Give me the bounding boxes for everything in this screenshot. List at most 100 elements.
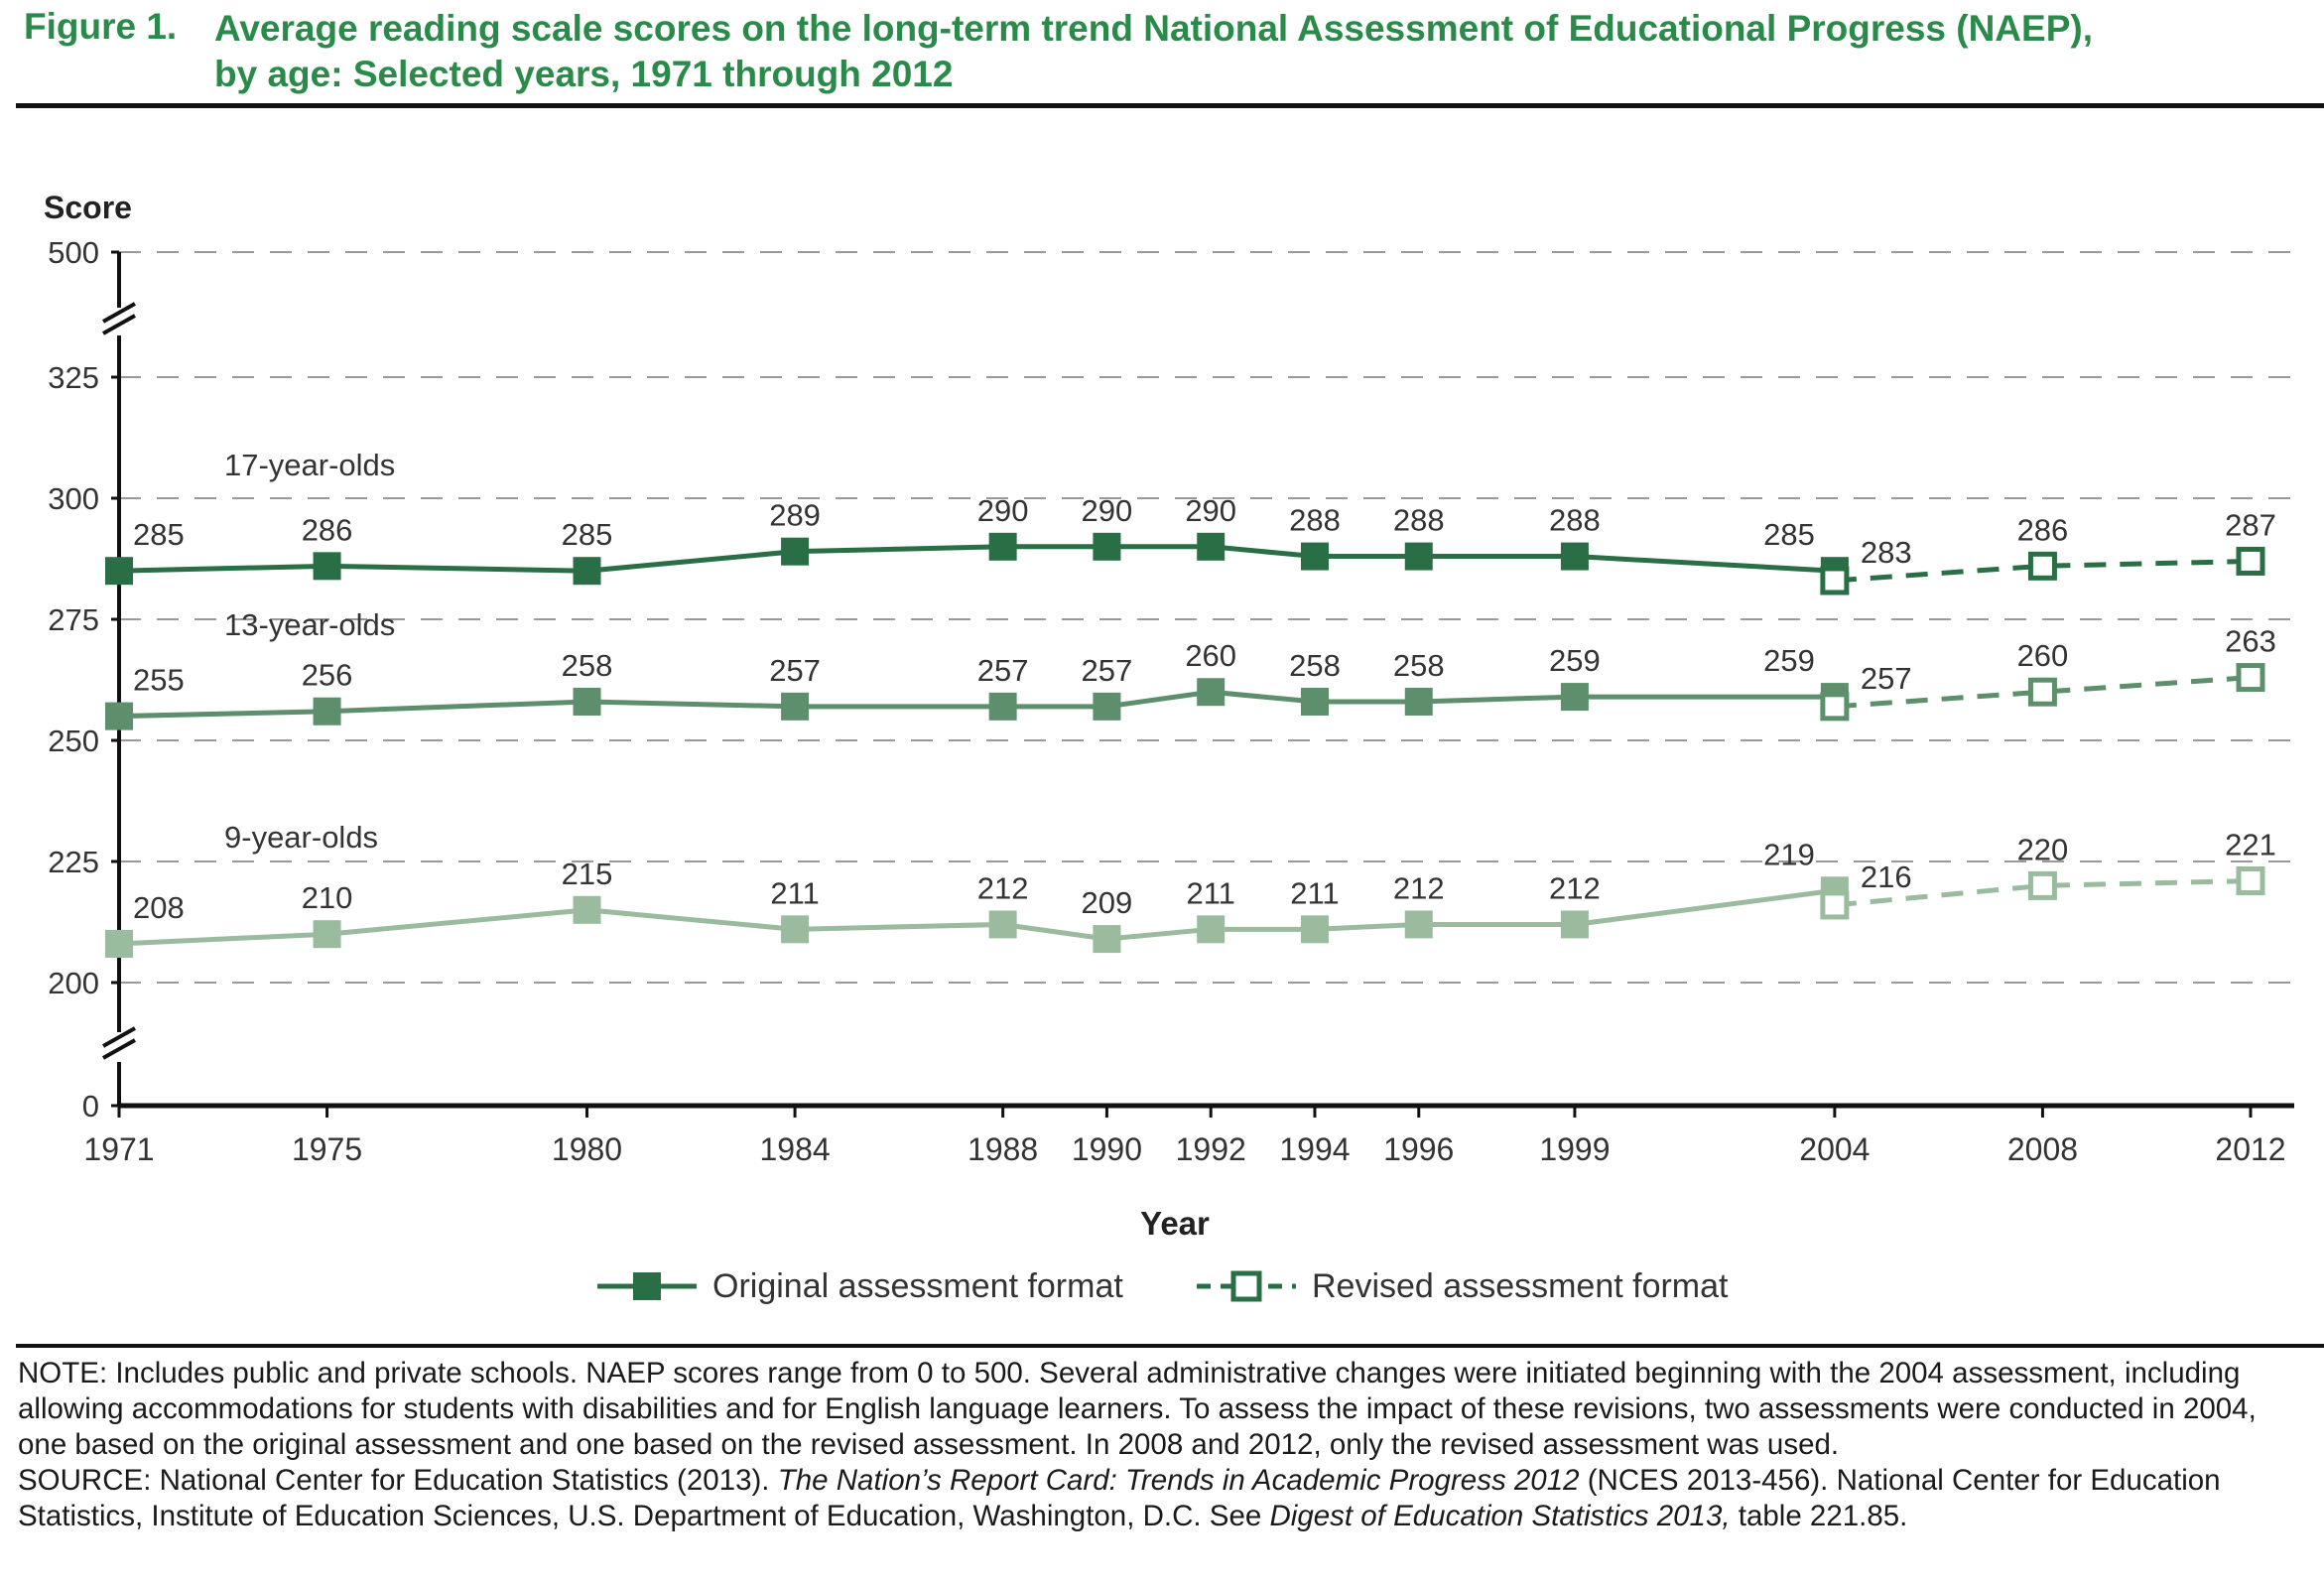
legend-marker-revised [1197,1270,1296,1302]
data-point-revised [2236,663,2265,693]
y-tick-label: 200 [48,966,99,1000]
data-label-original: 257 [1082,653,1133,688]
y-tick-label: 0 [82,1089,99,1123]
legend-item-revised: Revised assessment format [1195,1266,1729,1306]
data-point-original [1300,542,1329,571]
y-tick-label: 250 [48,724,99,758]
data-point-original [1093,532,1121,561]
data-label-original: 285 [133,517,185,552]
top-rule [16,103,2324,108]
data-label-revised: 221 [2225,828,2276,862]
data-point-original [105,557,133,586]
x-tick-label: 1984 [759,1131,830,1167]
data-label-original: 258 [1289,648,1341,683]
legend-item-original: Original assessment format [595,1266,1123,1306]
y-axis-title: Score [44,190,132,225]
data-point-original [1093,925,1121,954]
figure-title: Average reading scale scores on the long… [214,6,2298,97]
data-point-original [781,537,810,566]
data-label-original: 259 [1549,643,1601,678]
data-point-original [781,915,810,944]
bottom-rule [16,1344,2324,1348]
data-label-original: 290 [1082,493,1133,528]
data-point-original [573,557,601,586]
data-label-revised: 287 [2225,507,2276,542]
data-point-original [105,929,133,958]
x-tick-label: 1975 [292,1131,362,1167]
data-label-revised: 257 [1861,661,1912,696]
data-point-original [1560,683,1589,712]
y-tick-label: 225 [48,845,99,879]
data-label-original: 209 [1082,885,1133,920]
data-point-original [313,552,341,581]
x-axis-title: Year [1140,1205,1210,1242]
data-label-original: 208 [133,890,185,925]
x-tick-label: 1990 [1072,1131,1142,1167]
data-label-original: 215 [562,857,613,891]
data-point-original [781,692,810,721]
data-label-original: 288 [1289,503,1341,538]
source-prefix: SOURCE: National Center for Education St… [18,1464,778,1497]
data-point-original [988,910,1017,939]
x-tick-label: 1992 [1176,1131,1246,1167]
line-chart: 0 200 225 250 275 300 325 500 Score 1971 1975 1980 1… [44,190,2300,1242]
x-tick-label: 1980 [552,1131,622,1167]
data-point-revised [1820,890,1850,920]
data-label-original: 212 [977,870,1029,905]
source-middle: (NCES 2013-456). National Center for Edu… [18,1464,2221,1532]
data-point-original [313,697,341,726]
y-tick-label: 500 [48,235,99,270]
data-point-original [1197,915,1226,944]
source-digest-title: Digest of Education Statistics 2013, [1269,1500,1731,1532]
data-point-original [1197,532,1226,561]
data-point-original [988,532,1017,561]
data-label-original: 211 [1290,875,1339,910]
x-tick-label: 1994 [1279,1131,1350,1167]
y-tick-label: 300 [48,481,99,516]
data-point-original [1197,678,1226,707]
legend-label-revised: Revised assessment format [1312,1266,1729,1305]
y-tick-label: 325 [48,360,99,395]
data-point-original [988,692,1017,721]
data-point-original [573,895,601,924]
data-label-original: 219 [1763,837,1815,871]
data-label-original: 289 [769,498,821,533]
data-point-original [1300,915,1329,944]
legend-marker-original [597,1272,697,1300]
figure-header: Figure 1. Average reading scale scores o… [24,0,2306,105]
x-tick-label: 2012 [2215,1131,2285,1167]
data-label-original: 212 [1393,870,1445,905]
source-text: SOURCE: National Center for Education St… [18,1463,2310,1534]
data-point-revised [2027,870,2057,900]
series-label-13-year-olds: 13-year-olds [224,607,395,642]
data-label-original: 288 [1393,503,1445,538]
data-point-original [1404,687,1433,716]
data-label-original: 259 [1763,643,1815,678]
note-text: NOTE: Includes public and private school… [18,1357,2257,1461]
data-point-revised [1820,566,1850,595]
data-label-original: 258 [1393,648,1445,683]
figure-title-line2: by age: Selected years, 1971 through 201… [214,54,954,94]
data-label-original: 285 [1763,517,1815,552]
data-label-revised: 216 [1861,859,1912,894]
data-point-revised [2027,551,2057,581]
data-label-original: 257 [977,653,1029,688]
y-axis-break-mark [102,1026,136,1048]
data-label-revised: 260 [2017,638,2069,673]
data-point-original [1560,542,1589,571]
data-point-original [573,687,601,716]
data-label-revised: 286 [2017,512,2069,547]
x-tick-label: 2004 [1799,1131,1870,1167]
data-label-revised: 283 [1861,535,1912,570]
x-tick-label: 1999 [1539,1131,1610,1167]
data-label-original: 285 [562,517,613,552]
data-label-original: 290 [1185,493,1236,528]
data-label-original: 290 [977,493,1029,528]
data-point-original [1404,910,1433,939]
data-label-original: 286 [302,512,353,547]
data-point-original [1093,692,1121,721]
figure-notes: NOTE: Includes public and private school… [18,1356,2310,1534]
data-label-original: 211 [1186,875,1234,910]
data-label-original: 258 [562,648,613,683]
series-label-9-year-olds: 9-year-olds [224,820,378,855]
